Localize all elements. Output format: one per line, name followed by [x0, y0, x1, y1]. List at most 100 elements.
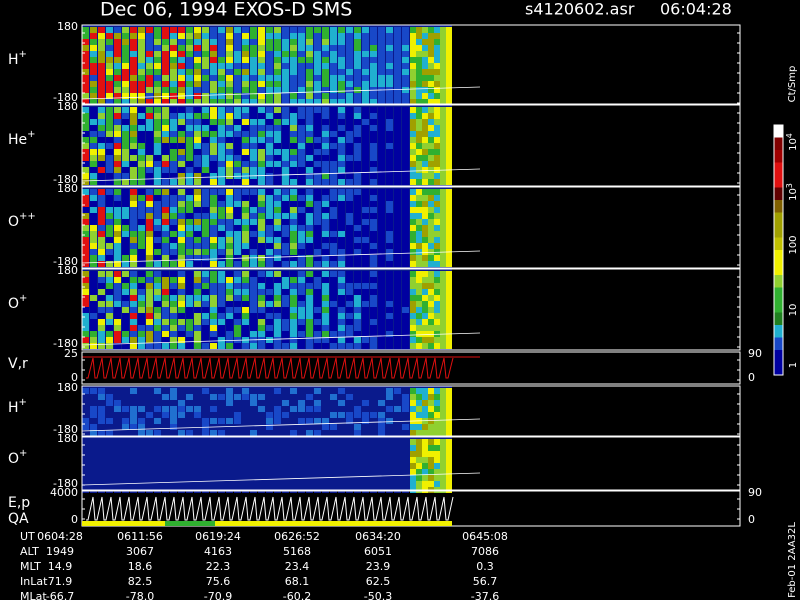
spectrogram-cell: [130, 201, 137, 207]
spectrogram-cell: [218, 57, 225, 63]
spectrogram-cell: [242, 219, 249, 225]
spectrogram-cell: [194, 325, 201, 331]
spectrogram-cell: [386, 143, 393, 149]
spectrogram-cell: [446, 195, 452, 201]
spectrogram-cell: [186, 271, 193, 277]
spectrogram-cell: [434, 195, 440, 201]
spectrogram-cell: [440, 457, 446, 463]
spectrogram-cell: [362, 271, 369, 277]
spectrogram-cell: [138, 289, 145, 295]
spectrogram-cell: [186, 313, 193, 319]
spectrogram-cell: [330, 451, 337, 457]
spectrogram-cell: [346, 173, 353, 179]
spectrogram-cell: [146, 451, 153, 457]
spectrogram-cell: [194, 400, 201, 406]
spectrogram-cell: [422, 277, 428, 283]
spectrogram-cell: [410, 39, 416, 45]
label-name: O: [8, 214, 19, 230]
spectrogram-cell: [330, 87, 337, 93]
spectrogram-cell: [98, 179, 105, 185]
spectrogram-cell: [410, 243, 416, 249]
spectrogram-cell: [202, 57, 209, 63]
spectrogram-cell: [322, 93, 329, 99]
spectrogram-cell: [130, 457, 137, 463]
spectrogram-cell: [346, 277, 353, 283]
spectrogram-cell: [154, 39, 161, 45]
spectrogram-cell: [428, 75, 434, 81]
spectrogram-cell: [354, 27, 361, 33]
spectrogram-cell: [298, 313, 305, 319]
spectrogram-cell: [422, 301, 428, 307]
spectrogram-cell: [306, 81, 313, 87]
spectrogram-cell: [114, 319, 121, 325]
spectrogram-cell: [274, 107, 281, 113]
spectrogram-cell: [82, 451, 89, 457]
spectrogram-cell: [428, 51, 434, 57]
spectrogram-cell: [258, 289, 265, 295]
spectrogram-cell: [130, 161, 137, 167]
spectrogram-cell: [370, 219, 377, 225]
spectrogram-cell: [98, 125, 105, 131]
spectrogram-cell: [338, 457, 345, 463]
spectrogram-cell: [130, 155, 137, 161]
spectrogram-cell: [282, 475, 289, 481]
spectrogram-cell: [202, 313, 209, 319]
spectrogram-cell: [298, 337, 305, 343]
spectrogram-cell: [90, 207, 97, 213]
spectrogram-cell: [266, 27, 273, 33]
spectrogram-cell: [274, 261, 281, 267]
spectrogram-cell: [370, 400, 377, 406]
spectrogram-cell: [410, 231, 416, 237]
spectrogram-cell: [266, 457, 273, 463]
spectrogram-cell: [446, 45, 452, 51]
spectrogram-cell: [346, 457, 353, 463]
spectrogram-cell: [298, 388, 305, 394]
spectrogram-cell: [82, 457, 89, 463]
spectrogram-cell: [130, 231, 137, 237]
spectrogram-cell: [440, 469, 446, 475]
spectrogram-cell: [402, 400, 409, 406]
spectrogram-cell: [346, 313, 353, 319]
spectrogram-cell: [290, 113, 297, 119]
spectrogram-cell: [282, 457, 289, 463]
spectrogram-cell: [202, 289, 209, 295]
spectrogram-cell: [226, 225, 233, 231]
spectrogram-cell: [226, 307, 233, 313]
spectrogram-cell: [394, 107, 401, 113]
spectrogram-cell: [122, 277, 129, 283]
spectrogram-cell: [154, 219, 161, 225]
spectrogram-cell: [282, 93, 289, 99]
spectrogram-cell: [106, 107, 113, 113]
spectrogram-cell: [202, 319, 209, 325]
spectrogram-cell: [90, 406, 97, 412]
spectrogram-cell: [428, 201, 434, 207]
spectrogram-cell: [362, 219, 369, 225]
spectrogram-cell: [250, 219, 257, 225]
spectrogram-cell: [178, 313, 185, 319]
spectrogram-cell: [114, 219, 121, 225]
spectrogram-cell: [394, 469, 401, 475]
spectrogram-cell: [154, 201, 161, 207]
spectrogram-cell: [346, 331, 353, 337]
spectrogram-cell: [234, 99, 241, 105]
spectrogram-cell: [446, 51, 452, 57]
spectrogram-cell: [422, 439, 428, 445]
spectrogram-cell: [346, 137, 353, 143]
spectrogram-cell: [306, 63, 313, 69]
spectrogram-cell: [98, 394, 105, 400]
spectrogram-cell: [346, 307, 353, 313]
spectrogram-cell: [114, 451, 121, 457]
spectrogram-cell: [306, 167, 313, 173]
spectrogram-cell: [386, 261, 393, 267]
spectrogram-cell: [138, 463, 145, 469]
spectrogram-cell: [202, 475, 209, 481]
spectrogram-cell: [434, 313, 440, 319]
spectrogram-cell: [338, 295, 345, 301]
spectrogram-cell: [226, 33, 233, 39]
spectrogram-cell: [122, 475, 129, 481]
spectrogram-cell: [250, 445, 257, 451]
spectrogram-cell: [322, 225, 329, 231]
spectrogram-cell: [242, 119, 249, 125]
spectrogram-cell: [428, 343, 434, 349]
